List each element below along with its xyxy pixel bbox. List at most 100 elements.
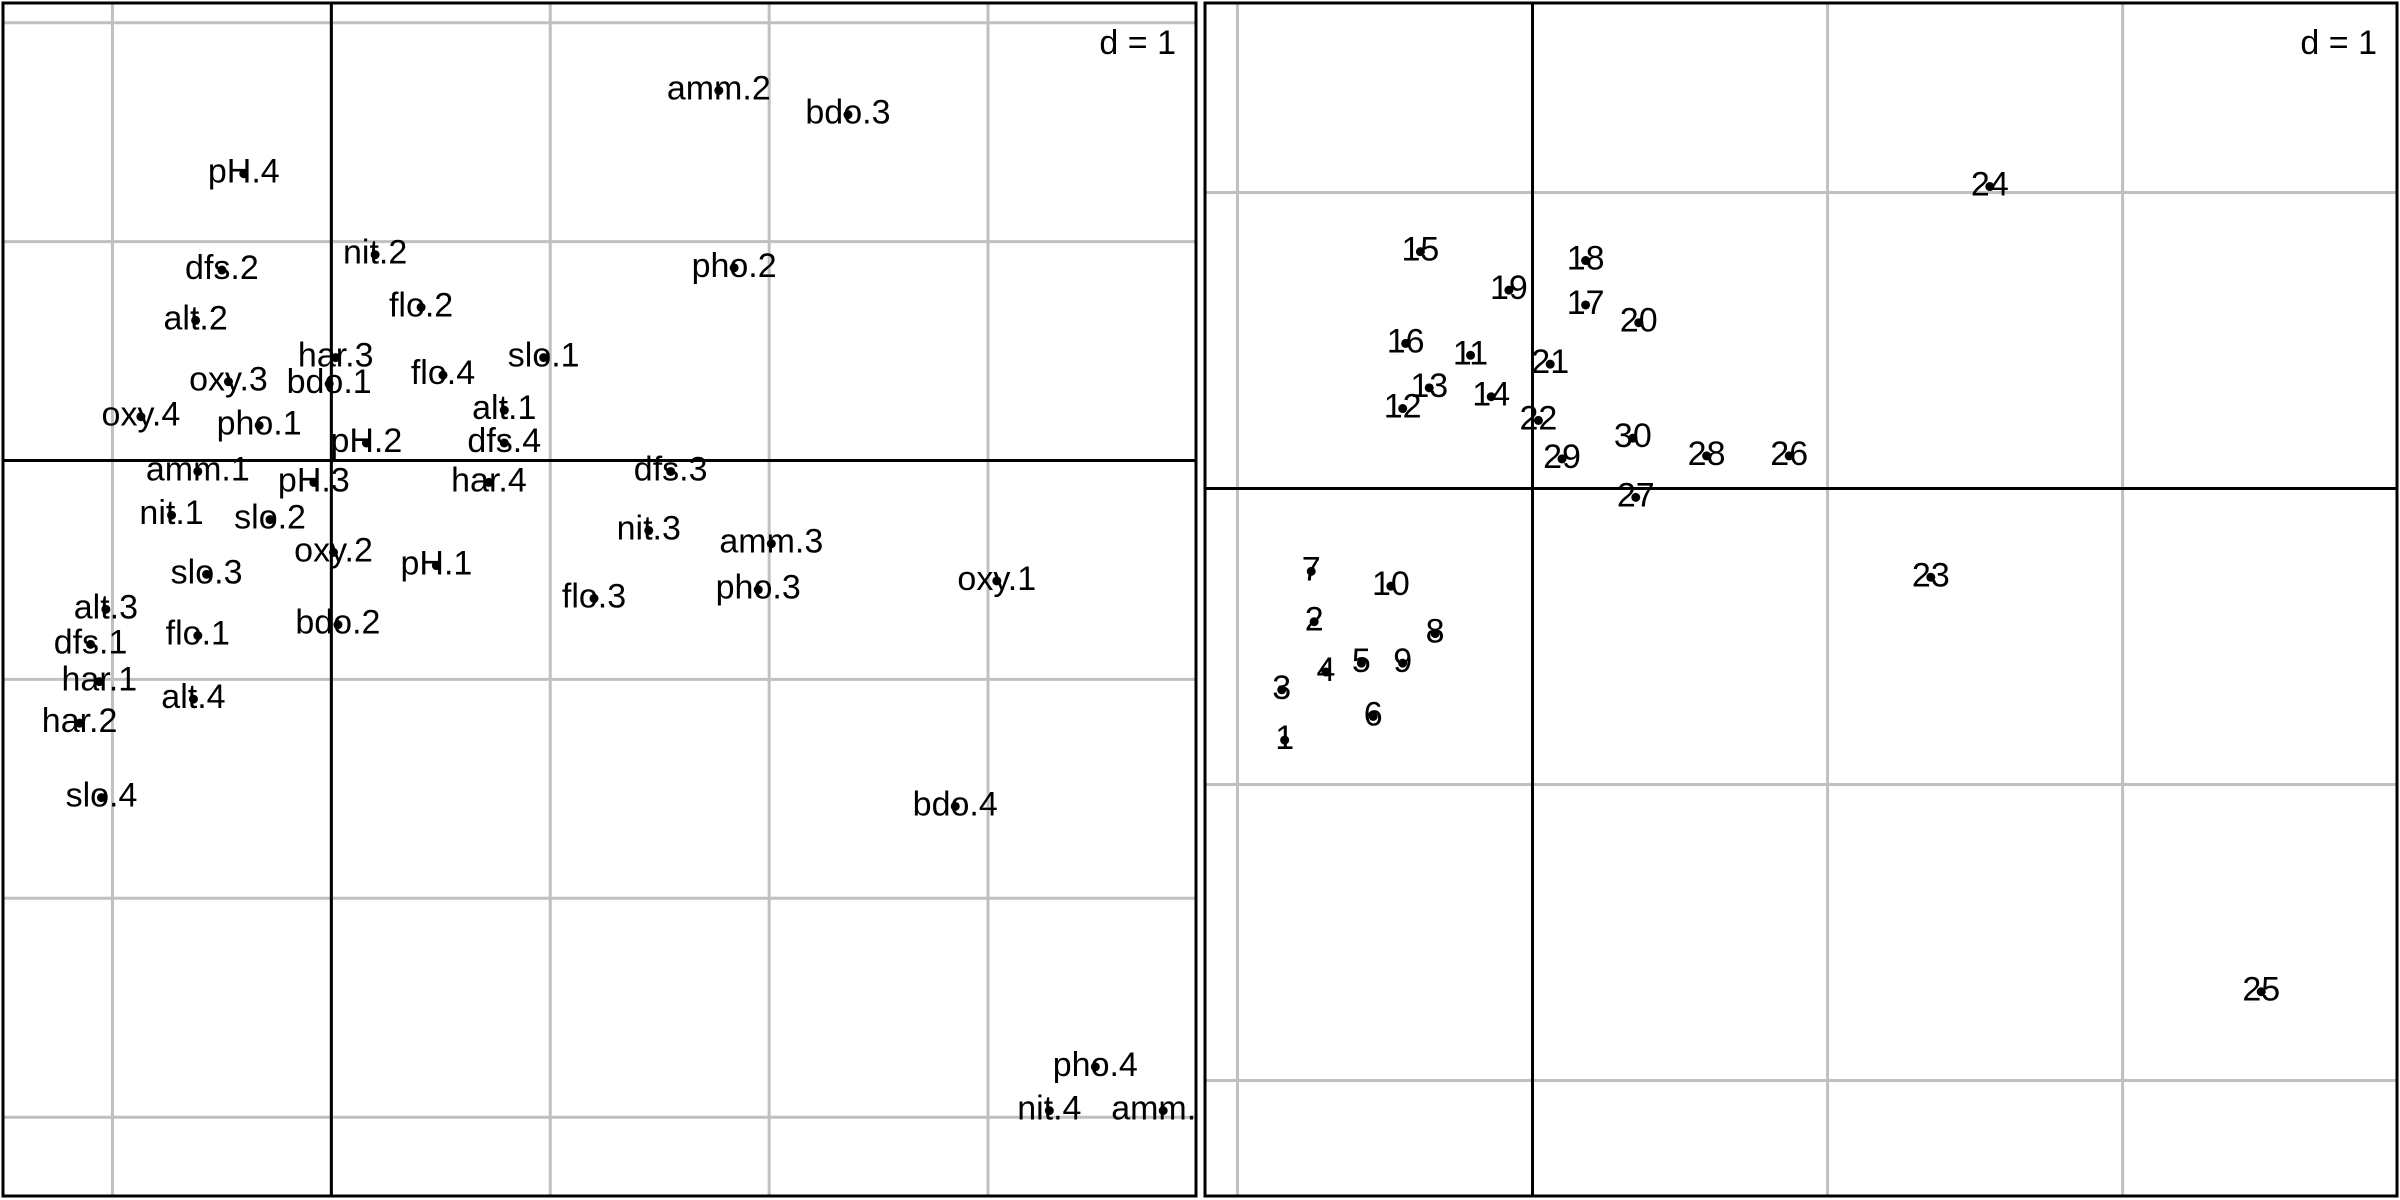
point-label: bdo.1 — [287, 363, 372, 401]
point-label: 23 — [1912, 556, 1950, 594]
point-label: 9 — [1393, 642, 1412, 680]
point-label: har.1 — [62, 661, 138, 699]
point — [1628, 433, 1638, 443]
point — [1090, 1062, 1100, 1072]
point-label: alt.4 — [161, 678, 225, 716]
point-label: 4 — [1317, 651, 1336, 689]
point — [1634, 318, 1644, 328]
point — [265, 515, 275, 525]
point-label: oxy.3 — [189, 361, 268, 399]
point-label: amm.2 — [667, 70, 771, 108]
point-label: pho.1 — [217, 404, 302, 442]
point-label: nit.2 — [343, 234, 407, 272]
point-label: oxy.4 — [102, 396, 181, 434]
point-label: har.2 — [42, 702, 118, 740]
point — [950, 801, 960, 811]
panel: amm.2 bdo.3 pH.4 dfs.2 nit.2 pho.2 alt.2 flo.2 h… — [3, 3, 1196, 1196]
point-label: 13 — [1410, 367, 1448, 405]
point-label: har.4 — [451, 461, 527, 499]
point — [1044, 1106, 1054, 1116]
point-label: slo.1 — [508, 337, 580, 375]
point-label: amm.3 — [719, 523, 823, 561]
point — [188, 694, 198, 704]
point — [1424, 383, 1434, 393]
point-label: 18 — [1567, 240, 1605, 278]
point — [1702, 451, 1712, 461]
point-label: pH.3 — [278, 461, 350, 499]
point — [136, 412, 146, 422]
point-label: 21 — [1531, 343, 1569, 381]
point-label: 22 — [1519, 399, 1557, 437]
point-label: 25 — [2242, 971, 2280, 1009]
point-label: flo.3 — [562, 577, 626, 615]
panel-title: d = 1 — [1099, 24, 1176, 62]
point — [1557, 454, 1567, 464]
point — [254, 420, 264, 430]
panel-title: d = 1 — [2300, 24, 2377, 62]
point — [1926, 572, 1936, 582]
point — [589, 593, 599, 603]
point-label: 5 — [1352, 642, 1371, 680]
point — [666, 466, 676, 476]
point-label: 29 — [1543, 438, 1581, 476]
point-label: pho.3 — [716, 569, 801, 607]
point-label: 24 — [1971, 166, 2009, 204]
point-label: 26 — [1770, 435, 1808, 473]
point-label: dfs.3 — [634, 450, 708, 488]
point — [729, 263, 739, 273]
point — [1581, 256, 1591, 266]
point — [484, 477, 494, 487]
point-label: pH.4 — [208, 153, 280, 191]
point — [499, 438, 509, 448]
point-label: 27 — [1617, 476, 1655, 514]
point — [1401, 338, 1411, 348]
point-label: 6 — [1364, 695, 1383, 733]
point — [193, 631, 203, 641]
point-label: alt.3 — [74, 588, 138, 626]
point-label: 20 — [1620, 302, 1658, 340]
point — [1356, 658, 1366, 668]
point-label: dfs.1 — [54, 623, 128, 661]
point-label: bdo.2 — [295, 604, 380, 642]
point-label: 15 — [1401, 231, 1439, 269]
point — [97, 793, 107, 803]
panel-border — [1203, 1, 2399, 1198]
point — [753, 585, 763, 595]
point-label: flo.1 — [166, 615, 230, 653]
point — [309, 477, 319, 487]
point — [1368, 711, 1378, 721]
point — [992, 576, 1002, 586]
point-label: 7 — [1302, 550, 1321, 588]
point-label: 28 — [1688, 435, 1726, 473]
point — [217, 265, 227, 275]
point-label: 12 — [1384, 388, 1422, 426]
point — [94, 677, 104, 687]
point-label: nit.4 — [1017, 1090, 1081, 1128]
point — [223, 377, 233, 387]
point-label: 10 — [1372, 565, 1410, 603]
point — [1486, 392, 1496, 402]
point — [416, 302, 426, 312]
point-label: slo.2 — [234, 499, 306, 537]
point-label: flo.2 — [389, 286, 453, 324]
point-label: slo.4 — [66, 777, 138, 815]
point — [2256, 987, 2266, 997]
point — [644, 526, 654, 536]
point-label: har.3 — [298, 337, 374, 375]
point — [1398, 658, 1408, 668]
point — [843, 110, 853, 120]
point — [86, 639, 96, 649]
point-label: 1 — [1275, 719, 1294, 757]
panel-border — [1, 1, 1198, 1198]
point — [1784, 451, 1794, 461]
point — [539, 353, 549, 363]
point — [499, 405, 509, 415]
point-label: pH.2 — [330, 422, 402, 460]
point — [1533, 415, 1543, 425]
point — [333, 620, 343, 630]
point-label: bdo.3 — [805, 94, 890, 132]
point — [202, 569, 212, 579]
point-label: oxy.1 — [957, 560, 1036, 598]
